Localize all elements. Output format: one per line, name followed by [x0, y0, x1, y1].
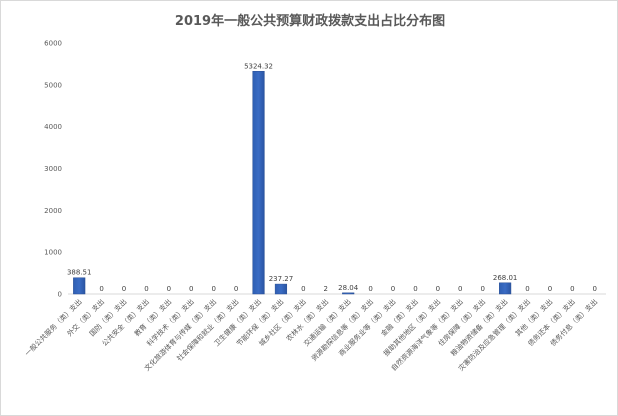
bar	[73, 277, 86, 295]
chart-title: 2019年一般公共预算财政拨款支出占比分布图	[174, 14, 446, 29]
data-label: 0	[593, 285, 597, 293]
data-label: 0	[570, 285, 574, 293]
data-label: 5324.32	[244, 62, 273, 70]
data-label: 0	[211, 285, 215, 293]
data-label: 0	[301, 285, 305, 293]
bar	[342, 292, 355, 295]
data-label: 388.51	[67, 269, 92, 277]
bar	[499, 282, 512, 295]
data-label: 0	[189, 285, 193, 293]
data-label: 237.27	[269, 275, 294, 283]
data-label: 0	[368, 285, 372, 293]
data-label: 0	[480, 285, 484, 293]
y-tick-label: 6000	[44, 40, 62, 48]
y-tick-label: 2000	[44, 207, 62, 215]
data-label: 0	[391, 285, 395, 293]
data-label: 0	[413, 285, 417, 293]
y-tick-label: 3000	[44, 165, 62, 173]
data-label: 0	[144, 285, 148, 293]
data-label: 0	[436, 285, 440, 293]
y-tick-label: 1000	[44, 249, 62, 257]
data-label: 268.01	[493, 274, 518, 282]
y-tick-label: 5000	[44, 81, 62, 89]
data-label: 0	[458, 285, 462, 293]
y-tick-label: 0	[58, 291, 62, 299]
data-label: 0	[525, 285, 529, 293]
bar	[274, 283, 288, 295]
data-label: 0	[548, 285, 552, 293]
data-label: 2	[324, 285, 328, 293]
data-label: 0	[99, 285, 103, 293]
data-label: 0	[122, 285, 126, 293]
data-label: 0	[234, 285, 238, 293]
bar	[252, 71, 265, 295]
y-tick-label: 4000	[44, 123, 62, 131]
data-label: 0	[167, 285, 171, 293]
data-label: 28.04	[338, 284, 359, 292]
